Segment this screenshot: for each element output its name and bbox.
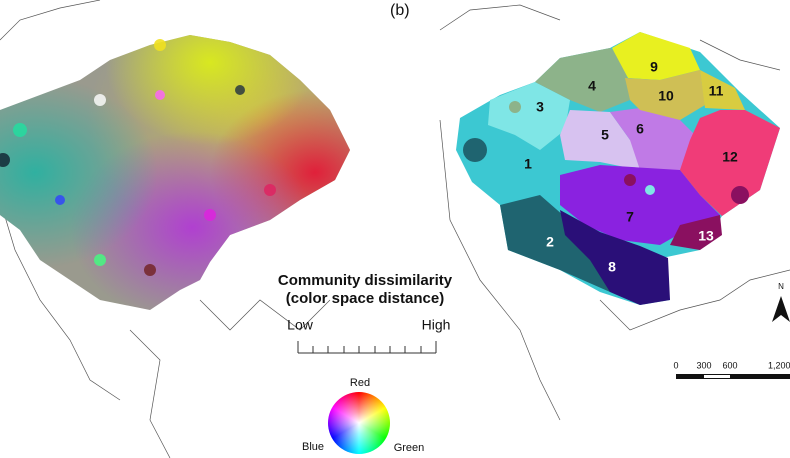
island (624, 174, 636, 186)
gradient-yellow (0, 35, 350, 310)
north-arrow (772, 296, 790, 322)
region-12 (680, 110, 780, 216)
region-label: 5 (601, 127, 609, 143)
island (509, 101, 521, 113)
hotspot (235, 85, 245, 95)
north-label: N (778, 282, 784, 291)
hotspot (264, 184, 276, 196)
region-11 (700, 70, 745, 110)
region-label: 1 (524, 156, 532, 172)
hotspot (94, 254, 106, 266)
hotspot (155, 90, 165, 100)
border-lines-right (439, 4, 790, 421)
region-4 (535, 48, 630, 112)
panel-label: (b) (390, 2, 410, 19)
region-label: 2 (546, 234, 554, 250)
wheel-green: Green (394, 442, 425, 454)
border-lines-left (0, 0, 331, 458)
hotspot (94, 94, 106, 106)
region-label: 3 (536, 99, 544, 115)
scale-label: 600 (722, 360, 737, 370)
region-13 (670, 215, 722, 250)
hotspot (144, 264, 156, 276)
legend-subtitle: (color space distance) (286, 290, 444, 307)
region-9 (612, 32, 700, 80)
island (463, 138, 487, 162)
scale-bar-gap (704, 375, 730, 378)
wheel-red: Red (350, 377, 370, 389)
scale-ticks (297, 341, 437, 353)
scale-label: 1,200 (768, 360, 790, 370)
region-label: 10 (658, 88, 674, 104)
region-label: 7 (626, 209, 634, 225)
region-8 (560, 210, 670, 305)
color-wheel (328, 392, 390, 454)
region-2 (500, 195, 610, 292)
region-6 (610, 108, 700, 170)
region-3 (488, 82, 570, 150)
legend-low: Low (287, 317, 314, 333)
region-10 (625, 70, 705, 120)
legend-high: High (422, 317, 451, 333)
hotspot (204, 209, 216, 221)
wheel-blue: Blue (302, 441, 324, 453)
region-label: 12 (722, 149, 738, 165)
hotspot (55, 195, 65, 205)
region-label: 6 (636, 121, 644, 137)
scale-bar (676, 374, 790, 379)
right-map (456, 32, 780, 305)
island (645, 185, 655, 195)
region-label: 9 (650, 59, 658, 75)
region-label: 11 (709, 83, 724, 99)
hotspot (154, 39, 166, 51)
scale-label: 0 (673, 360, 678, 370)
legend-title: Community dissimilarity (278, 272, 453, 289)
region-label: 13 (698, 228, 714, 244)
hotspots (0, 39, 276, 276)
scale-label: 300 (696, 360, 711, 370)
legend-scale (297, 341, 437, 354)
region-labels: 1 2 3 4 5 6 7 8 9 10 11 12 13 (524, 59, 738, 275)
hotspot (13, 123, 27, 137)
region-5 (560, 110, 650, 170)
region-label: 4 (588, 78, 596, 94)
left-map (0, 35, 350, 310)
hotspot (0, 153, 10, 167)
region-label: 8 (608, 259, 616, 275)
island (731, 186, 749, 204)
